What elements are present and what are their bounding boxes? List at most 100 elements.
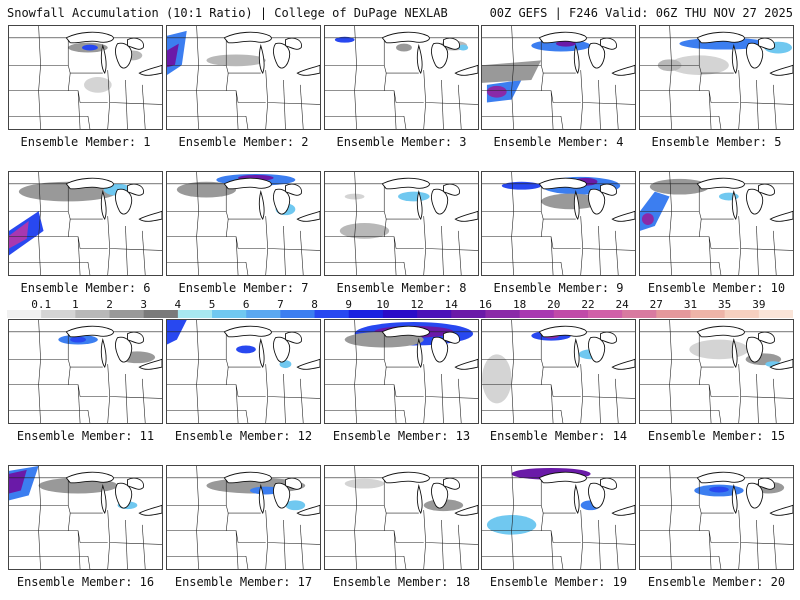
legend-tick-label: 27: [650, 298, 663, 311]
legend-tick-label: 22: [581, 298, 594, 311]
map-graphic: [482, 26, 635, 129]
ensemble-member-label: Ensemble Member: 6: [20, 281, 151, 295]
ensemble-member-map: [481, 171, 636, 276]
legend-tick-label: 35: [718, 298, 731, 311]
legend-tick-label: 10: [376, 298, 389, 311]
legend-swatch: [143, 310, 179, 318]
legend-swatch: [382, 310, 418, 318]
ensemble-member-map: [324, 25, 479, 130]
ensemble-member-label: Ensemble Member: 4: [493, 135, 624, 149]
legend-swatch: [75, 310, 111, 318]
legend-swatch: [622, 310, 657, 318]
ensemble-member-map: [8, 465, 163, 570]
legend-swatch: [246, 310, 281, 318]
ensemble-member-map: [639, 171, 794, 276]
map-graphic: [9, 26, 162, 129]
map-graphic: [325, 172, 478, 275]
ensemble-member-map: [639, 319, 794, 424]
ensemble-member-label: Ensemble Member: 12: [174, 429, 313, 443]
ensemble-member-map: [166, 171, 321, 276]
legend-tick-label: 3: [140, 298, 147, 311]
ensemble-member-label: Ensemble Member: 18: [332, 575, 471, 589]
legend-tick-label: 4: [175, 298, 182, 311]
legend-swatch: [212, 310, 247, 318]
legend-tick-label: 0.1: [31, 298, 51, 311]
ensemble-member-label: Ensemble Member: 15: [647, 429, 786, 443]
map-graphic: [482, 172, 635, 275]
color-legend: 0.1 1 2 3 4 5 6 7 8 9 10 12 14 16 18 20 22 24 27 31 35 39: [7, 298, 793, 322]
ensemble-member-map: [166, 465, 321, 570]
ensemble-member-label: Ensemble Member: 13: [332, 429, 471, 443]
legend-tick-label: 6: [243, 298, 250, 311]
legend-swatch: [758, 310, 793, 318]
legend-swatch: [109, 310, 145, 318]
legend-tick-label: 31: [684, 298, 697, 311]
ensemble-member-label: Ensemble Member: 20: [647, 575, 786, 589]
legend-graphic: 0.1 1 2 3 4 5 6 7 8 9 10 12 14 16 18 20 22 24 27 31 35 39: [7, 298, 793, 318]
legend-tick-label: 20: [547, 298, 560, 311]
legend-tick-label: 18: [513, 298, 526, 311]
ensemble-member-label: Ensemble Member: 3: [336, 135, 467, 149]
ensemble-member-map: [324, 319, 479, 424]
ensemble-member-label: Ensemble Member: 5: [651, 135, 782, 149]
legend-swatch: [417, 310, 452, 318]
legend-tick-label: 16: [479, 298, 492, 311]
map-graphic: [167, 172, 320, 275]
map-graphic: [9, 172, 162, 275]
ensemble-member-map: [166, 319, 321, 424]
ensemble-member-label: Ensemble Member: 11: [16, 429, 155, 443]
map-graphic: [167, 26, 320, 129]
map-graphic: [325, 26, 478, 129]
legend-swatch: [451, 310, 486, 318]
legend-swatch: [724, 310, 760, 318]
legend-tick-label: 1: [72, 298, 79, 311]
ensemble-member-label: Ensemble Member: 19: [489, 575, 628, 589]
map-graphic: [482, 466, 635, 569]
ensemble-member-map: [639, 465, 794, 570]
ensemble-member-label: Ensemble Member: 10: [647, 281, 786, 295]
map-graphic: [9, 466, 162, 569]
ensemble-member-map: [166, 25, 321, 130]
legend-tick-label: 39: [752, 298, 765, 311]
legend-swatch: [656, 310, 691, 318]
ensemble-member-label: Ensemble Member: 1: [20, 135, 151, 149]
legend-swatch: [690, 310, 726, 318]
map-graphic: [167, 466, 320, 569]
legend-tick-label: 12: [410, 298, 423, 311]
ensemble-member-map: [324, 171, 479, 276]
ensemble-member-map: [481, 25, 636, 130]
ensemble-member-map: [481, 319, 636, 424]
legend-swatch: [280, 310, 316, 318]
ensemble-member-map: [639, 25, 794, 130]
ensemble-member-map: [8, 25, 163, 130]
ensemble-member-label: Ensemble Member: 7: [178, 281, 309, 295]
legend-tick-label: 5: [209, 298, 216, 311]
legend-tick-label: 7: [277, 298, 284, 311]
legend-swatch: [7, 310, 42, 318]
legend-swatch: [519, 310, 555, 318]
legend-swatch: [587, 310, 623, 318]
map-graphic: [640, 466, 793, 569]
legend-tick-label: 9: [345, 298, 352, 311]
ensemble-member-label: Ensemble Member: 17: [174, 575, 313, 589]
legend-tick-label: 2: [106, 298, 113, 311]
map-graphic: [640, 172, 793, 275]
model-run-info: 00Z GEFS | F246 Valid: 06Z THU NOV 27 20…: [489, 6, 793, 20]
legend-swatch: [177, 310, 213, 318]
legend-swatch: [348, 310, 384, 318]
legend-swatch: [485, 310, 521, 318]
ensemble-member-label: Ensemble Member: 8: [336, 281, 467, 295]
legend-swatch: [553, 310, 589, 318]
map-graphic: [640, 26, 793, 129]
legend-swatch: [41, 310, 76, 318]
ensemble-member-label: Ensemble Member: 14: [489, 429, 628, 443]
map-graphic: [325, 466, 478, 569]
map-graphic: [9, 320, 162, 423]
ensemble-member-map: [324, 465, 479, 570]
ensemble-member-label: Ensemble Member: 2: [178, 135, 309, 149]
legend-tick-label: 8: [311, 298, 318, 311]
map-graphic: [167, 320, 320, 423]
ensemble-member-map: [8, 319, 163, 424]
map-title: Snowfall Accumulation (10:1 Ratio) | Col…: [7, 6, 448, 20]
map-graphic: [640, 320, 793, 423]
